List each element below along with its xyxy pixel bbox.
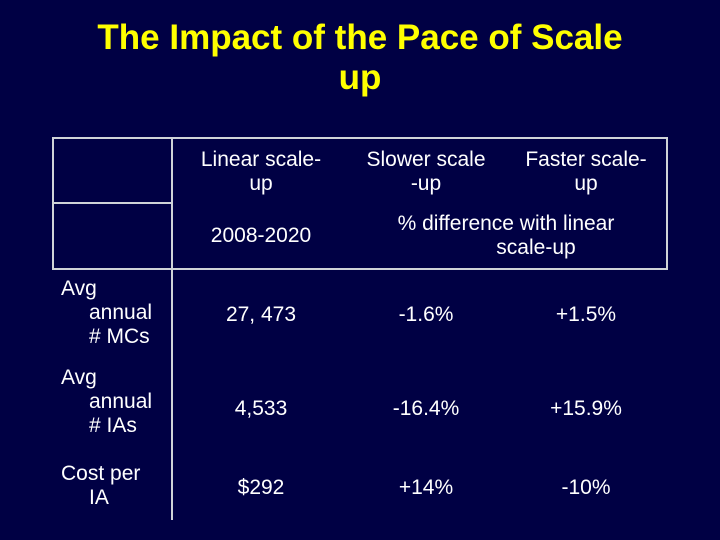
header-faster-line-2: up (574, 172, 598, 195)
slide-title-line-2: up (338, 58, 382, 97)
slide-title-line-1: The Impact of the Pace of Scale (97, 18, 623, 57)
cell-mcs-faster: +1.5% (555, 303, 617, 326)
cell-ias-slower: -16.4% (392, 397, 460, 420)
header-slower-line-1: Slower scale (366, 148, 486, 171)
subheader-pct-line-1: % difference with linear (397, 212, 615, 235)
cell-mcs-slower: -1.6% (398, 303, 454, 326)
cell-mcs-linear: 27, 473 (225, 303, 297, 326)
cell-cost-slower: +14% (398, 476, 454, 499)
grid-line-left-top (52, 137, 54, 270)
slide-title: The Impact of the Pace of Scale up (40, 18, 680, 98)
header-linear: Linear scale- up (176, 144, 346, 200)
header-slower-line-2: -up (410, 172, 442, 195)
cell-ias-linear: 4,533 (234, 397, 288, 420)
subheader-period: 2008-2020 (210, 224, 312, 247)
subheader-pct-difference: % difference with linear scale-up (346, 205, 666, 267)
row-label-mcs: Avg annual # MCs (61, 277, 153, 348)
row-label-cost: Cost per IA (61, 462, 141, 509)
row-label-ias: Avg annual # IAs (61, 366, 153, 437)
grid-line-right (666, 137, 668, 270)
grid-line-subheader-bottom (52, 268, 667, 270)
cell-cost-faster: -10% (561, 476, 611, 499)
subheader-pct-line-2: scale-up (496, 236, 576, 259)
grid-line-top (52, 137, 667, 139)
cell-cost-linear: $292 (237, 476, 285, 499)
header-slower: Slower scale -up (346, 144, 506, 200)
header-faster-line-1: Faster scale- (525, 148, 647, 171)
grid-line-header-bottom (52, 202, 172, 204)
header-linear-line-2: up (249, 172, 273, 195)
header-linear-line-1: Linear scale- (200, 148, 322, 171)
cell-ias-faster: +15.9% (550, 397, 622, 420)
header-faster: Faster scale- up (506, 144, 666, 200)
grid-line-col-1 (171, 137, 173, 520)
